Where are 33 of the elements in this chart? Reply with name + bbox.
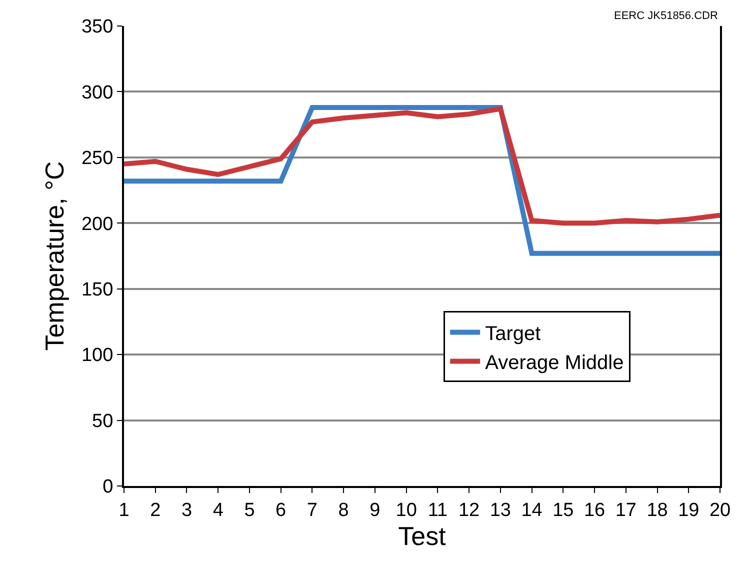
x-tick-label: 16 (584, 500, 606, 521)
x-tick-label: 12 (458, 500, 480, 521)
y-tick-label: 0 (102, 476, 114, 498)
x-tick-label: 17 (615, 500, 636, 521)
x-tick-label: 6 (276, 500, 286, 521)
x-tick-label: 13 (490, 500, 511, 521)
x-tick-label: 5 (244, 500, 255, 521)
x-tick-label: 19 (678, 500, 700, 521)
x-tick-label: 8 (338, 500, 349, 521)
x-tick-label: 1 (118, 500, 130, 521)
text: EERC JK51856.CDR (614, 10, 718, 22)
x-axis-title: Test (398, 520, 447, 551)
x-tick-label: 20 (709, 500, 731, 521)
x-tick-label: 14 (521, 500, 543, 521)
y-tick-label: 150 (81, 280, 114, 301)
x-tick-label: 15 (552, 500, 574, 521)
y-tick-label: 250 (81, 148, 114, 170)
x-tick-label: 3 (181, 500, 192, 521)
x-tick-label: 18 (646, 500, 668, 521)
y-tick-label: 100 (81, 345, 114, 366)
x-tick-label: 7 (306, 500, 318, 521)
legend-label: Average Middle (485, 352, 624, 374)
x-tick-label: 10 (396, 500, 417, 521)
y-axis-title: Temperature, °C (39, 161, 70, 351)
x-tick-label: 2 (150, 500, 161, 521)
y-tick-label: 300 (81, 82, 114, 104)
legend-label: Target (485, 323, 542, 345)
y-tick-label: 350 (81, 16, 114, 38)
y-tick-label: 50 (92, 410, 114, 432)
y-tick-label: 200 (81, 214, 114, 235)
x-tick-label: 4 (212, 500, 224, 521)
x-tick-label: 11 (428, 500, 448, 521)
x-tick-label: 9 (370, 500, 380, 521)
